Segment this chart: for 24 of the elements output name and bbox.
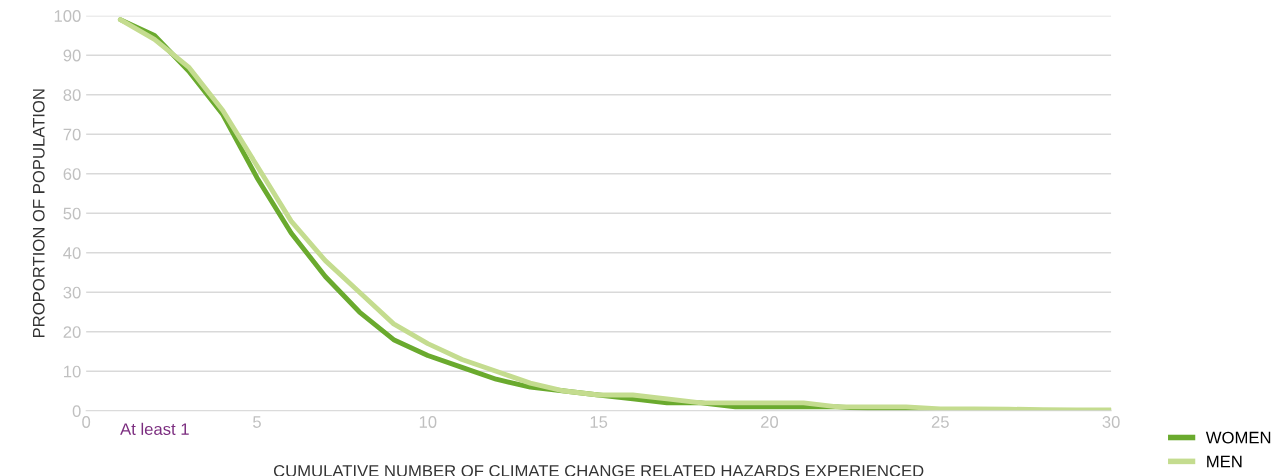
- legend-label: WOMEN: [1205, 431, 1271, 444]
- y-tick-label: 50: [63, 207, 81, 220]
- x-tick-label: 15: [590, 416, 608, 428]
- x-axis-title: CUMULATIVE NUMBER OF CLIMATE CHANGE RELATED HAZARDS EXPERIENCED: [273, 464, 924, 476]
- y-tick-label: 60: [63, 168, 81, 180]
- text: At least 1: [120, 422, 189, 436]
- y-tick-label: 0: [72, 405, 81, 417]
- y-tick-label: 100: [54, 10, 81, 22]
- x-tick-label: 20: [761, 416, 779, 428]
- x-tick-label: 10: [419, 416, 437, 428]
- x-tick-label: 0: [82, 416, 91, 428]
- y-tick-label: 40: [63, 247, 81, 259]
- y-tick-label: 70: [63, 128, 81, 141]
- y-axis-title: PROPORTION OF POPULATION: [32, 89, 45, 338]
- legend-label: MEN: [1207, 455, 1242, 468]
- y-tick-label: 90: [63, 49, 81, 62]
- y-tick-label: 20: [63, 326, 81, 338]
- y-tick-label: 10: [64, 365, 81, 378]
- x-tick-label: 25: [931, 416, 949, 428]
- x-tick-label: 30: [1102, 416, 1120, 428]
- line-series: [117, 17, 1112, 411]
- y-tick-label: 30: [63, 286, 81, 299]
- y-tick-label: 80: [63, 89, 81, 101]
- x-tick-label: 5: [253, 416, 261, 428]
